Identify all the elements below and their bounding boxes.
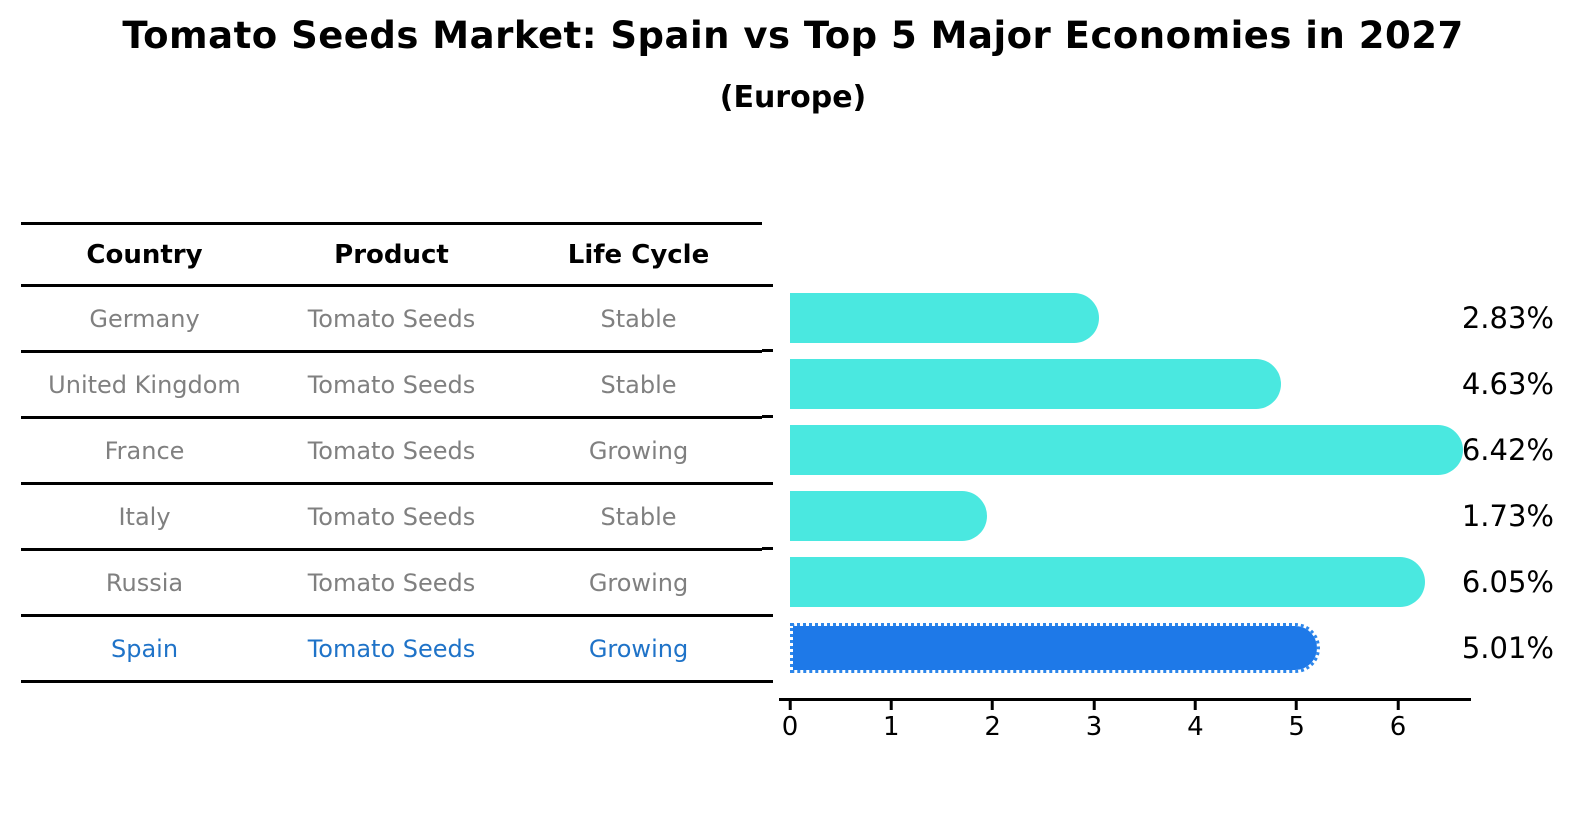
x-tick: 3 <box>1085 701 1103 742</box>
cell-product: Tomato Seeds <box>307 436 476 465</box>
table-row-france: France Tomato Seeds Growing <box>21 419 762 485</box>
value-label-germany: 2.83% <box>1461 301 1554 335</box>
bar-row-germany <box>790 285 1470 351</box>
x-tick-mark <box>1092 701 1096 710</box>
cell-product: Tomato Seeds <box>307 568 476 597</box>
cell-lifecycle: Growing <box>588 634 689 663</box>
cell-product: Tomato Seeds <box>307 502 476 531</box>
x-tick-label: 2 <box>984 712 1001 742</box>
chart-subtitle: (Europe) <box>719 80 867 115</box>
cell-country: France <box>104 436 185 465</box>
table-header-row: Country Product Life Cycle <box>21 225 762 287</box>
bar-russia <box>790 557 1426 607</box>
bar-spain <box>790 623 1320 673</box>
x-tick: 4 <box>1187 701 1204 742</box>
x-tick-label: 0 <box>781 712 799 742</box>
bar-plot <box>762 283 1470 683</box>
x-tick-mark <box>1295 701 1299 710</box>
cell-lifecycle: Stable <box>600 304 677 333</box>
cell-product: Tomato Seeds <box>307 370 476 399</box>
x-tick-label: 3 <box>1085 712 1103 742</box>
bar-row-france <box>790 417 1470 483</box>
table-row-italy: Italy Tomato Seeds Stable <box>21 485 762 551</box>
cell-country: United Kingdom <box>48 370 241 399</box>
x-tick-label: 6 <box>1389 712 1407 742</box>
table-row-russia: Russia Tomato Seeds Growing <box>21 551 762 617</box>
y-tick-mark <box>762 481 773 485</box>
x-tick-label: 4 <box>1187 712 1204 742</box>
x-tick-mark <box>991 701 995 710</box>
cell-lifecycle: Growing <box>588 568 689 597</box>
value-label-france: 6.42% <box>1461 433 1554 467</box>
x-tick-mark <box>788 701 792 710</box>
x-tick: 6 <box>1389 701 1407 742</box>
bar-row-russia <box>790 549 1470 615</box>
y-tick-mark <box>762 415 773 419</box>
table-row-spain: Spain Tomato Seeds Growing <box>21 617 762 683</box>
y-tick-mark <box>762 613 773 617</box>
value-label-italy: 1.73% <box>1461 499 1554 533</box>
x-tick: 5 <box>1288 701 1305 742</box>
y-tick-mark <box>762 547 773 551</box>
chart-title: Tomato Seeds Market: Spain vs Top 5 Majo… <box>122 14 1464 57</box>
cell-country: Russia <box>105 568 184 597</box>
y-tick-mark <box>762 283 773 287</box>
country-table: Country Product Life Cycle Germany Tomat… <box>21 222 762 683</box>
value-labels: 2.83% 4.63% 6.42% 1.73% 6.05% 5.01% <box>1462 285 1554 681</box>
x-axis-ticks: 0 1 2 3 4 5 6 <box>782 701 1470 751</box>
y-tick-mark <box>762 679 773 683</box>
column-header-product: Product <box>334 239 449 270</box>
table-row-germany: Germany Tomato Seeds Stable <box>21 287 762 353</box>
x-tick-label: 5 <box>1288 712 1305 742</box>
bar-united-kingdom <box>790 359 1282 409</box>
cell-product: Tomato Seeds <box>307 634 476 663</box>
x-tick-mark <box>1396 701 1400 710</box>
bar-germany <box>790 293 1099 343</box>
cell-country: Italy <box>118 502 171 531</box>
bar-france <box>790 425 1463 475</box>
value-label-spain: 5.01% <box>1461 631 1554 665</box>
cell-country: Spain <box>110 634 179 663</box>
cell-product: Tomato Seeds <box>307 304 476 333</box>
x-tick-label: 1 <box>883 712 900 742</box>
cell-lifecycle: Growing <box>588 436 689 465</box>
bar-row-united-kingdom <box>790 351 1470 417</box>
x-tick-mark <box>1193 701 1197 710</box>
x-axis-line <box>779 698 1471 701</box>
value-label-russia: 6.05% <box>1461 565 1554 599</box>
table-row-united-kingdom: United Kingdom Tomato Seeds Stable <box>21 353 762 419</box>
cell-lifecycle: Stable <box>600 370 677 399</box>
cell-lifecycle: Stable <box>600 502 677 531</box>
x-tick: 0 <box>781 701 799 742</box>
bar-italy <box>790 491 988 541</box>
column-header-lifecycle: Life Cycle <box>567 239 710 270</box>
bar-row-italy <box>790 483 1470 549</box>
x-tick: 1 <box>883 701 900 742</box>
cell-country: Germany <box>89 304 200 333</box>
bar-row-spain <box>790 615 1470 681</box>
x-tick-mark <box>889 701 893 710</box>
value-label-united-kingdom: 4.63% <box>1461 367 1554 401</box>
x-tick: 2 <box>984 701 1001 742</box>
column-header-country: Country <box>86 239 203 270</box>
y-tick-mark <box>762 349 773 353</box>
